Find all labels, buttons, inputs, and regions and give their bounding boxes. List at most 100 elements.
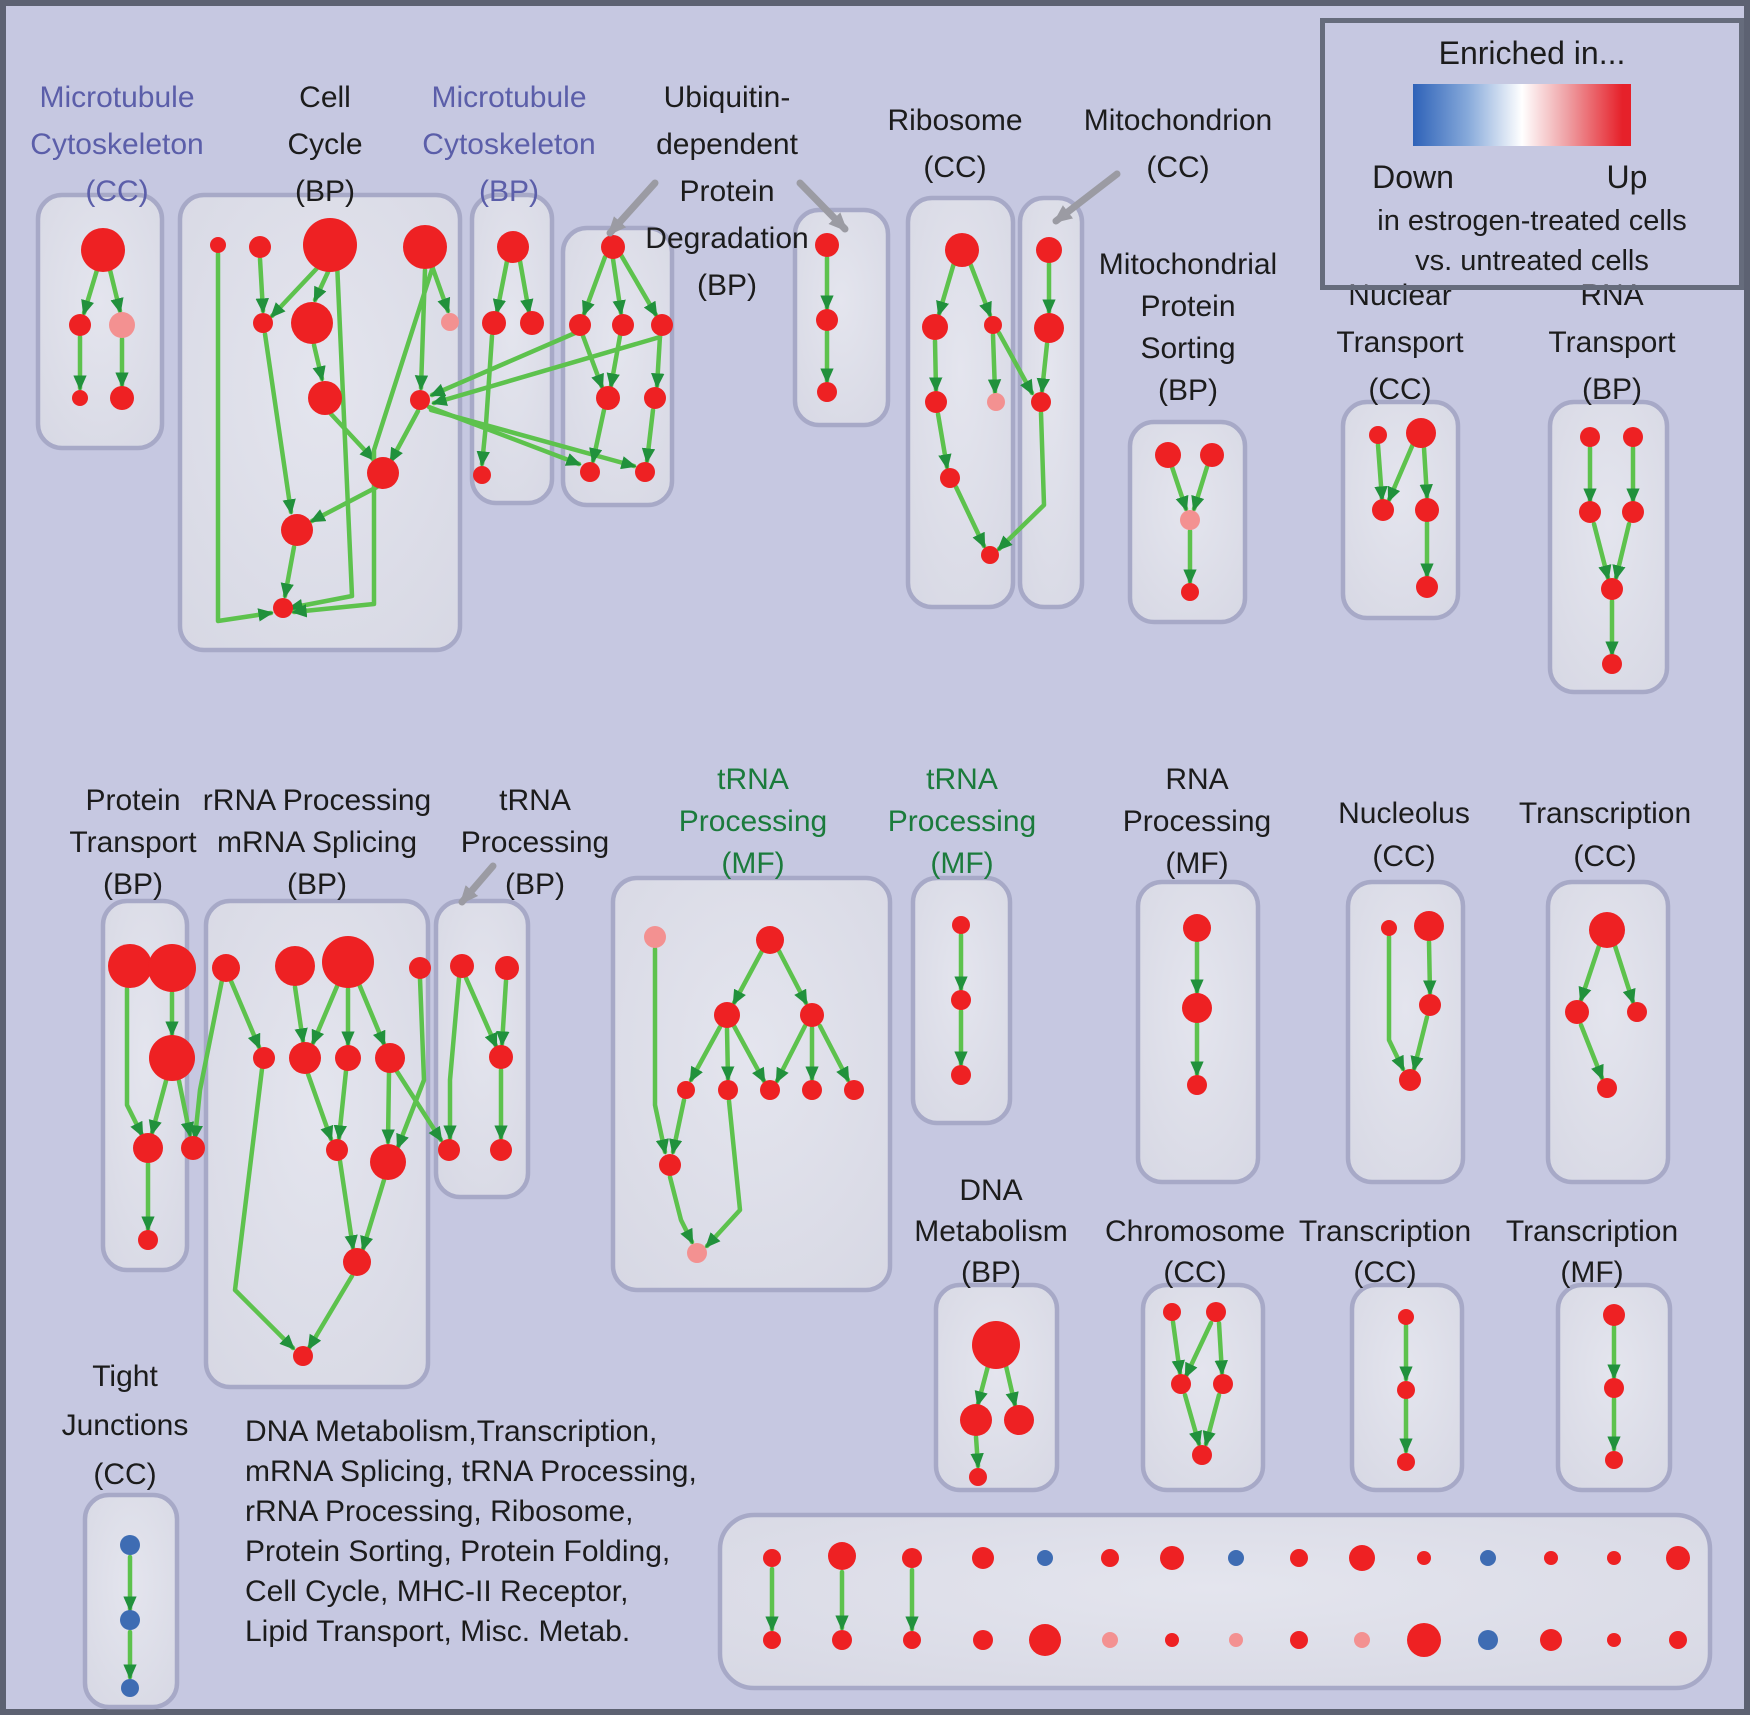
cluster-rna-transport-bp-box — [1547, 399, 1670, 695]
cluster-misc-categories-strip-box — [717, 1512, 1713, 1691]
legend-box: Enriched in... Down Up in estrogen-treat… — [1320, 18, 1744, 290]
go-term-node — [832, 1630, 852, 1650]
go-term-node — [403, 225, 447, 269]
go-term-node — [81, 228, 125, 272]
cluster-mitochondrion-cc-box — [1017, 195, 1085, 610]
relationship-edge — [1170, 1319, 1185, 1376]
go-term-node — [644, 926, 666, 948]
relationship-edge — [967, 260, 993, 318]
go-term-node — [987, 393, 1005, 411]
relationship-edge — [589, 407, 607, 464]
relationship-edge — [287, 259, 355, 613]
go-term-node — [1605, 1451, 1623, 1469]
relationship-edge — [463, 975, 499, 1049]
relationship-edge — [431, 334, 663, 406]
go-term-node — [1180, 510, 1200, 530]
go-term-node — [902, 1548, 922, 1568]
go-term-node — [120, 1535, 140, 1555]
relationship-edge — [580, 333, 605, 390]
go-term-node — [121, 1679, 139, 1697]
relationship-edge — [1202, 1392, 1222, 1447]
go-term-node — [972, 1321, 1020, 1369]
go-term-node — [1579, 501, 1601, 523]
go-term-node — [326, 1139, 348, 1161]
relationship-edge — [721, 1026, 735, 1082]
go-term-node — [108, 944, 152, 988]
go-term-node — [651, 314, 673, 336]
relationship-edge — [310, 981, 341, 1046]
relationship-edge — [306, 1273, 355, 1351]
cluster-nucleolus-cc-box — [1345, 879, 1466, 1185]
relationship-edge — [476, 333, 495, 467]
go-term-node — [410, 390, 430, 410]
go-term-node — [210, 237, 226, 253]
go-term-node — [482, 311, 506, 335]
relationship-edge — [429, 263, 451, 314]
go-term-node — [1604, 1378, 1624, 1398]
go-term-node — [951, 1065, 971, 1085]
relationship-edge — [492, 258, 510, 315]
go-term-node — [110, 386, 134, 410]
relationship-edge — [1183, 1320, 1214, 1379]
relationship-edge — [929, 338, 943, 393]
relationship-edge — [215, 251, 274, 624]
relationship-edge — [1578, 943, 1602, 1003]
go-term-node — [1372, 499, 1394, 521]
go-term-node — [828, 1542, 856, 1570]
go-term-node — [1602, 654, 1622, 674]
go-term-node — [1399, 1069, 1421, 1091]
go-term-node — [1622, 501, 1644, 523]
go-term-node — [489, 1045, 513, 1069]
go-term-node — [1607, 1633, 1621, 1647]
label-pointer-arrow — [1052, 170, 1121, 225]
cluster-trna-processing-mf-1-box — [610, 875, 893, 1293]
relationship-edge — [356, 981, 387, 1047]
go-term-node — [1565, 1000, 1589, 1024]
go-term-node — [1200, 443, 1224, 467]
relationship-edge — [81, 267, 100, 316]
go-term-node — [409, 957, 431, 979]
go-term-node — [322, 936, 374, 988]
go-term-node — [1607, 1551, 1621, 1565]
go-term-node — [69, 314, 91, 336]
go-term-node — [1206, 1302, 1226, 1322]
go-term-node — [1480, 1550, 1496, 1566]
relationship-edge — [291, 263, 436, 618]
relationship-edge — [1612, 943, 1636, 1005]
go-term-node — [1416, 576, 1438, 598]
go-term-node — [596, 386, 620, 410]
relationship-edge — [1419, 445, 1433, 500]
relationship-edge — [731, 948, 765, 1006]
legend-title: Enriched in... — [1438, 35, 1626, 71]
relationship-edge — [280, 544, 297, 599]
relationship-edge — [606, 333, 623, 389]
go-term-node — [1589, 912, 1625, 948]
go-term-node — [580, 462, 600, 482]
relationship-edge — [255, 256, 269, 314]
go-term-node — [138, 1230, 158, 1250]
relationship-edge — [641, 407, 656, 464]
go-term-node — [1181, 583, 1199, 601]
go-term-node — [281, 514, 313, 546]
go-term-node — [815, 233, 839, 257]
relationship-edge — [817, 1023, 851, 1083]
go-term-node — [1037, 1550, 1053, 1566]
go-term-node — [367, 457, 399, 489]
go-term-node — [1666, 1546, 1690, 1570]
relationship-edge — [360, 1177, 387, 1252]
go-term-node — [802, 1080, 822, 1100]
go-term-node — [293, 1346, 313, 1366]
relationship-edge — [776, 948, 809, 1006]
relationship-edge — [974, 1363, 991, 1407]
relationship-edge — [1612, 521, 1632, 581]
cluster-dna-metabolism-bp-box — [933, 1282, 1060, 1493]
relationship-edge — [496, 978, 510, 1047]
go-term-node — [1155, 442, 1181, 468]
cluster-ribosome-cc-box — [905, 195, 1016, 610]
go-term-node — [253, 1047, 275, 1069]
go-term-node — [375, 1043, 405, 1073]
go-term-node — [1036, 237, 1062, 263]
go-term-node — [677, 1081, 695, 1099]
go-term-node — [1419, 994, 1441, 1016]
